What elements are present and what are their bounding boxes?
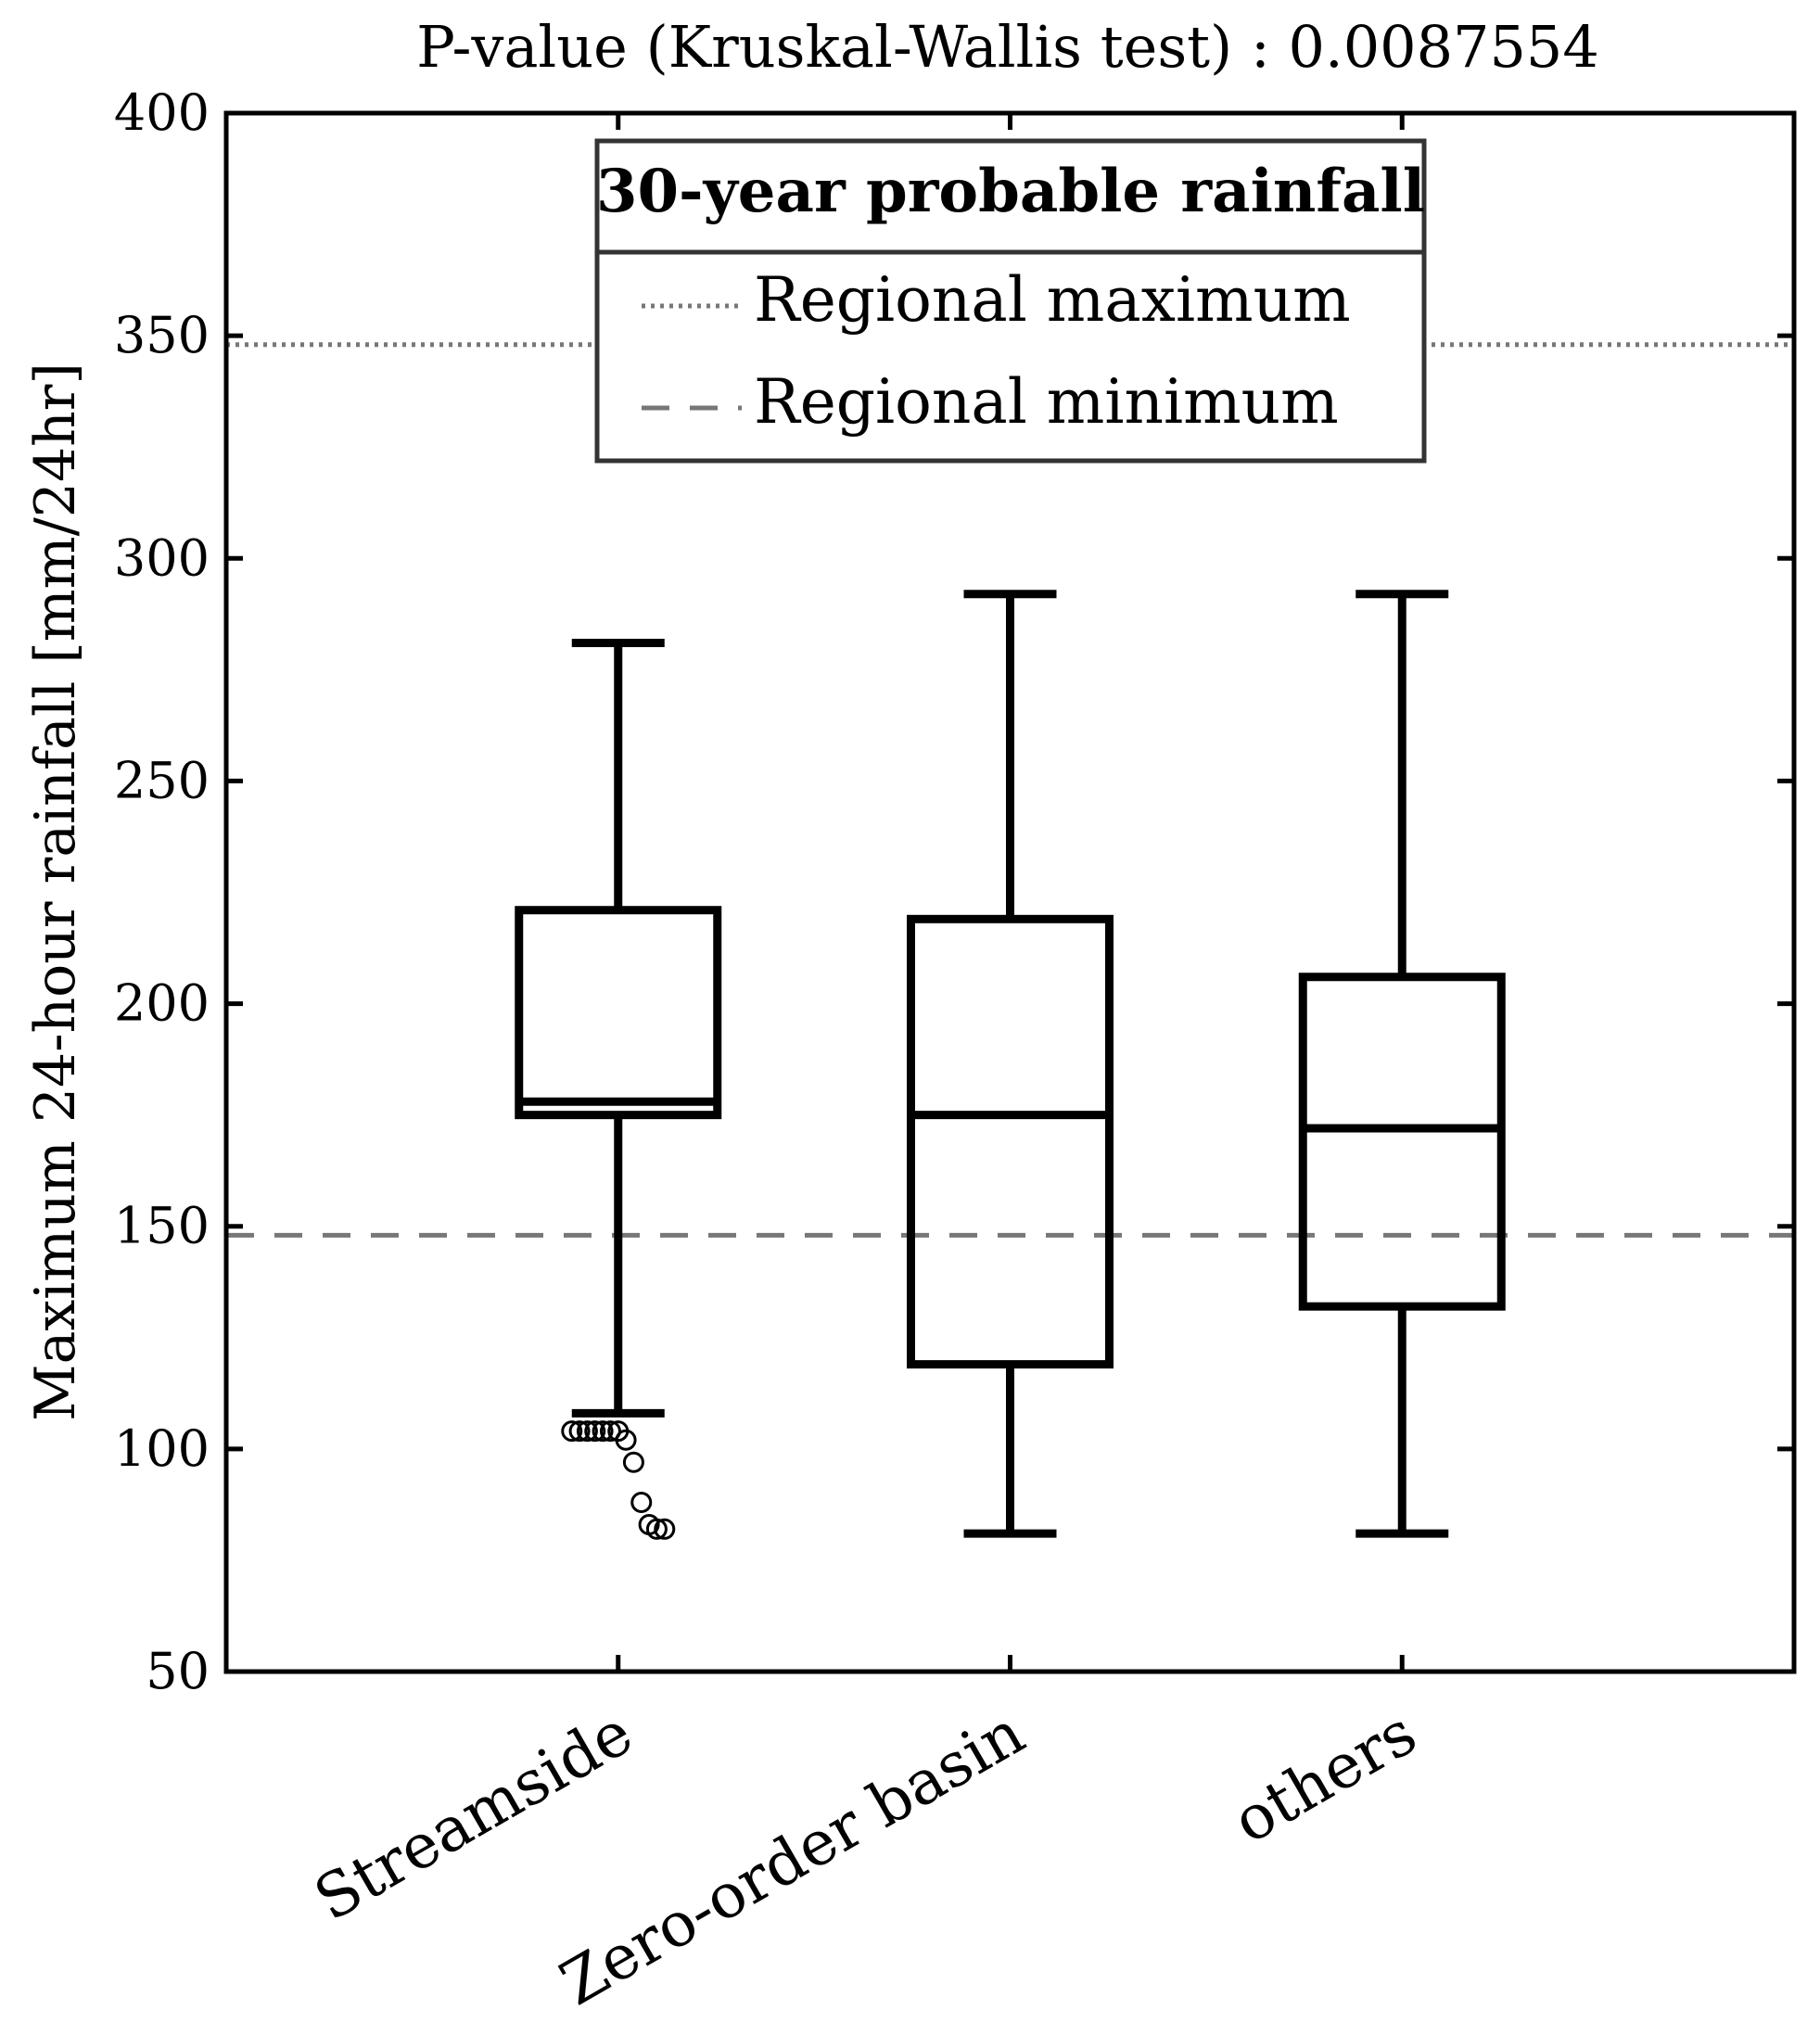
outlier-point — [645, 1518, 668, 1540]
y-tick-label: 300 — [114, 528, 210, 587]
y-tick-label: 50 — [146, 1642, 210, 1700]
y-tick-label: 200 — [114, 974, 210, 1033]
y-tick-label: 250 — [114, 751, 210, 809]
y-axis: 50 100 150 200 250 300 350 400 — [114, 83, 1794, 1700]
box-iqr — [1298, 973, 1506, 1311]
chart-title: P-value (Kruskal-Wallis test) : 0.008755… — [416, 13, 1599, 81]
x-category-label: Streamside — [303, 1697, 644, 1935]
outlier-point — [568, 1420, 591, 1443]
outlier-point — [584, 1420, 606, 1443]
outlier-point — [599, 1420, 621, 1443]
box-iqr — [907, 914, 1114, 1369]
legend-entry-max: Regional maximum — [754, 264, 1351, 336]
y-tick-label: 400 — [114, 83, 210, 142]
x-category-label: others — [1221, 1697, 1428, 1857]
boxes — [515, 590, 1506, 1540]
outlier-point — [615, 1429, 637, 1451]
reference-lines — [226, 342, 1794, 1238]
outlier-point — [576, 1420, 598, 1443]
legend-title: 30-year probable rainfall — [596, 157, 1425, 226]
y-tick-label: 150 — [114, 1197, 210, 1255]
y-tick-label: 100 — [114, 1419, 210, 1478]
outlier-point — [561, 1420, 583, 1443]
legend-entry-min: Regional minimum — [754, 366, 1339, 438]
outlier-point — [622, 1451, 644, 1473]
y-axis-label: Maximum 24-hour rainfall [mm/24hr] — [23, 362, 88, 1421]
outlier-point — [630, 1491, 653, 1513]
legend-box — [594, 138, 1427, 464]
outlier-point — [592, 1420, 614, 1443]
outlier-point — [654, 1518, 676, 1540]
y-tick-label: 350 — [114, 306, 210, 364]
box-iqr — [515, 906, 722, 1120]
legend: 30-year probable rainfall Regional maxim… — [594, 138, 1427, 464]
